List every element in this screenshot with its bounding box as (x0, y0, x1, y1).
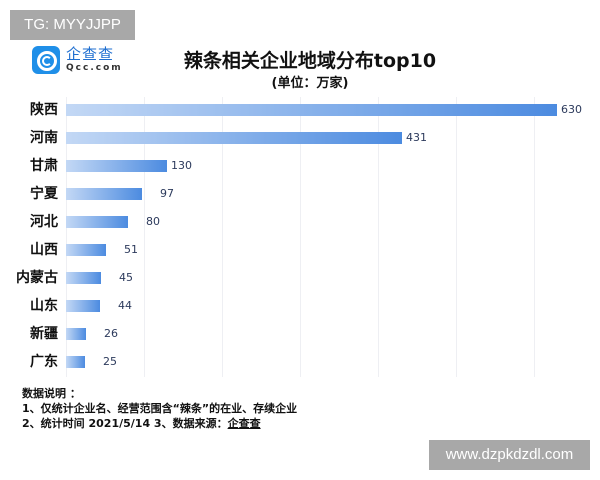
category-label: 河北 (30, 214, 58, 230)
bar (66, 328, 86, 340)
category-label: 陕西 (30, 102, 58, 118)
gridline (456, 97, 457, 377)
notes-line-2: 2、统计时间 2021/5/14 3、数据来源：企查查 (22, 417, 261, 430)
logo-en-text: Qcc.com (66, 63, 123, 73)
gridline (378, 97, 379, 377)
bar-row: 宁夏 97 (0, 184, 600, 204)
bar (66, 244, 106, 256)
bar (66, 216, 128, 228)
category-label: 广东 (30, 354, 58, 370)
value-label: 45 (119, 271, 133, 284)
bar-row: 山西 51 (0, 240, 600, 260)
bar (66, 104, 557, 116)
category-label: 甘肃 (30, 158, 58, 174)
watermark-top: TG: MYYJJPP (10, 10, 135, 40)
bar-row: 河北 80 (0, 212, 600, 232)
bar-row: 甘肃 130 (0, 156, 600, 176)
bar-row: 新疆 26 (0, 324, 600, 344)
category-label: 山东 (30, 298, 58, 314)
gridline (222, 97, 223, 377)
category-label: 新疆 (30, 326, 58, 342)
notes-source: 企查查 (227, 417, 261, 430)
value-label: 51 (124, 243, 138, 256)
qcc-logo-icon (32, 46, 60, 74)
bar-row: 河南 431 (0, 128, 600, 148)
gridline (66, 97, 67, 377)
category-label: 宁夏 (30, 186, 58, 202)
bar (66, 272, 101, 284)
value-label: 44 (118, 299, 132, 312)
value-label: 630 (561, 103, 582, 116)
chart-title: 辣条相关企业地域分布top10 (183, 50, 437, 72)
category-label: 山西 (30, 242, 58, 258)
chart-plot-area: 陕西 630 河南 431 甘肃 130 宁夏 97 河北 80 山西 51 内蒙古 45 山东 44 新疆 26… (16, 97, 582, 377)
value-label: 25 (103, 355, 117, 368)
bar (66, 160, 167, 172)
notes-line-1: 1、仅统计企业名、经营范围含“辣条”的在业、存续企业 (22, 402, 298, 415)
bar-row: 陕西 630 (0, 100, 600, 120)
bar (66, 300, 100, 312)
data-notes: 数据说明 ： 1、仅统计企业名、经营范围含“辣条”的在业、存续企业 2、统计时间… (22, 386, 297, 431)
chart-subtitle: (单位：万家) (271, 76, 349, 91)
watermark-bottom: www.dzpkdzdl.com (429, 440, 590, 470)
bar (66, 356, 85, 368)
logo-cn-text: 企查查 (66, 45, 115, 63)
bar-row: 山东 44 (0, 296, 600, 316)
notes-heading: 数据说明 ： (22, 387, 81, 400)
gridline (534, 97, 535, 377)
value-label: 80 (146, 215, 160, 228)
bar-row: 广东 25 (0, 352, 600, 372)
category-label: 内蒙古 (16, 270, 58, 286)
qcc-logo: 企查查 Qcc.com (32, 46, 123, 74)
category-label: 河南 (30, 130, 58, 146)
bar-row: 内蒙古 45 (0, 268, 600, 288)
value-label: 431 (406, 131, 427, 144)
value-label: 97 (160, 187, 174, 200)
gridline (300, 97, 301, 377)
bar (66, 132, 402, 144)
bar (66, 188, 142, 200)
gridline (144, 97, 145, 377)
value-label: 130 (171, 159, 192, 172)
value-label: 26 (104, 327, 118, 340)
